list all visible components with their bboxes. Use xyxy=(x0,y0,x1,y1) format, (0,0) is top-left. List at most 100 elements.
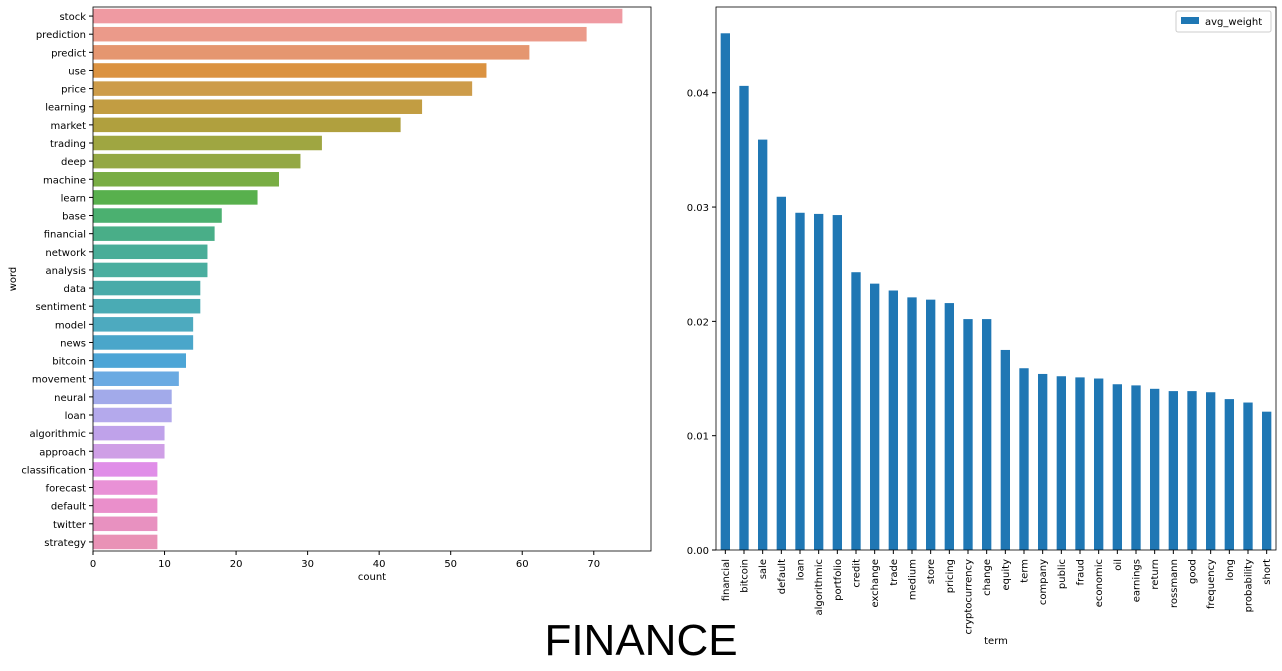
y-tick-label: model xyxy=(55,320,86,331)
y-tick-label: learning xyxy=(45,103,86,114)
x-tick-label: default xyxy=(777,559,788,594)
bar-classification xyxy=(93,462,158,477)
y-tick-label: neural xyxy=(54,393,86,404)
bar-probability xyxy=(1243,402,1253,550)
avg-weight-bar-chart: financial bitcoin sale default loan algorithm… xyxy=(687,6,1277,647)
y-tick-label: learn xyxy=(61,193,86,204)
bar-market xyxy=(93,117,401,133)
x-tick-label: credit xyxy=(852,559,863,588)
x-tick-label: economic xyxy=(1094,559,1105,607)
x-tick-label: portfolio xyxy=(833,559,844,601)
y-tick-label: 0.00 xyxy=(687,546,709,557)
x-tick-label: equity xyxy=(1001,559,1012,591)
bar-default xyxy=(93,498,158,513)
word-count-bar-chart: stock prediction predict use price learning ma… xyxy=(8,6,652,583)
x-tick-label: sale xyxy=(758,559,769,579)
bar-learning xyxy=(93,99,423,114)
bar-network xyxy=(93,244,208,260)
y-tick-label: trading xyxy=(50,139,86,150)
legend-box xyxy=(1175,10,1272,33)
bar-data xyxy=(93,280,201,296)
bar-credit xyxy=(851,272,861,550)
bar-earnings xyxy=(1131,385,1141,550)
y-tick-label: analysis xyxy=(46,266,87,277)
y-tick-label: stock xyxy=(59,12,86,23)
bar-good xyxy=(1187,391,1197,550)
bar-exchange xyxy=(870,283,880,550)
bar-movement xyxy=(93,371,179,386)
x-tick-label: frequency xyxy=(1206,559,1217,609)
plot-frame xyxy=(92,6,652,552)
bar-term xyxy=(1019,368,1029,550)
x-tick-label: cryptocurrency xyxy=(964,559,975,635)
y-tick-label: algorithmic xyxy=(29,429,86,440)
bar-analysis xyxy=(93,262,208,278)
y-tick-label: machine xyxy=(43,175,86,186)
x-tick-label: return xyxy=(1150,559,1161,590)
bar-portfolio xyxy=(832,215,842,550)
y-tick-label: deep xyxy=(61,157,86,168)
y-tick-label: financial xyxy=(44,230,86,241)
x-tick-label: 30 xyxy=(301,559,314,570)
x-tick-label: algorithmic xyxy=(814,559,825,616)
bar-loan xyxy=(93,407,172,423)
y-tick-label: 0.03 xyxy=(687,203,709,214)
y-tick-label: approach xyxy=(39,447,86,458)
x-tick-label: 60 xyxy=(516,559,529,570)
x-tick-label: financial xyxy=(721,559,732,601)
x-tick-label: earnings xyxy=(1132,559,1143,602)
bar-medium xyxy=(907,297,917,550)
plot-frame xyxy=(715,6,1277,551)
bar-algorithmic xyxy=(93,425,165,441)
bar-use xyxy=(93,63,487,78)
x-tick-label: short xyxy=(1262,559,1273,585)
y-tick-label: loan xyxy=(65,411,86,422)
bar-short xyxy=(1262,411,1272,550)
x-tick-label: company xyxy=(1038,559,1049,605)
x-tick-label: 40 xyxy=(373,559,386,570)
y-tick-label: base xyxy=(62,212,86,223)
x-tick-label: probability xyxy=(1244,559,1255,612)
bar-change xyxy=(982,319,992,550)
bar-sale xyxy=(758,139,768,550)
bar-news xyxy=(93,335,194,350)
x-tick-label: rossmann xyxy=(1169,559,1180,608)
figure-title: FINANCE xyxy=(544,616,738,665)
bar-twitter xyxy=(93,516,158,532)
bar-sentiment xyxy=(93,298,201,314)
bar-public xyxy=(1056,376,1066,550)
y-tick-label: 0.02 xyxy=(687,317,709,328)
x-tick-label: term xyxy=(1020,559,1031,583)
bar-return xyxy=(1150,388,1160,550)
bar-cryptocurrency xyxy=(963,319,973,550)
x-tick-label: oil xyxy=(1113,559,1124,571)
x-tick-label: long xyxy=(1225,559,1236,581)
x-axis-label: count xyxy=(358,572,386,583)
bar-frequency xyxy=(1206,392,1216,550)
y-axis-label: word xyxy=(8,267,19,292)
x-tick-label: 0 xyxy=(90,559,96,570)
bar-financial xyxy=(720,33,730,551)
x-tick-label: trade xyxy=(889,559,900,586)
bar-bitcoin xyxy=(739,85,749,550)
x-tick-label: exchange xyxy=(870,559,881,608)
x-tick-label: bitcoin xyxy=(740,559,751,593)
y-tick-label: classification xyxy=(21,465,86,476)
bar-base xyxy=(93,208,222,223)
x-tick-label: loan xyxy=(796,559,807,580)
y-tick-label: default xyxy=(51,502,86,513)
y-tick-label: bitcoin xyxy=(52,357,86,368)
bar-model xyxy=(93,317,194,332)
y-tick-label: market xyxy=(51,121,87,132)
bar-oil xyxy=(1112,384,1122,550)
y-tick-label: use xyxy=(68,66,86,77)
x-tick-label: 70 xyxy=(587,559,600,570)
y-tick-label: twitter xyxy=(53,520,87,531)
bar-loan xyxy=(795,212,805,550)
bar-trading xyxy=(93,135,322,151)
x-tick-label: fraud xyxy=(1076,559,1087,585)
x-tick-label: medium xyxy=(908,559,919,600)
y-tick-label: 0.04 xyxy=(687,89,709,100)
y-tick-label: predict xyxy=(51,48,86,59)
